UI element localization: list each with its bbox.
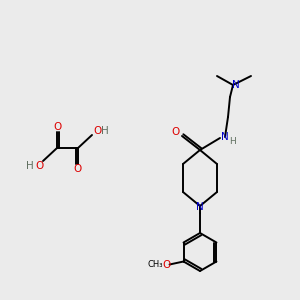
- Text: N: N: [221, 132, 229, 142]
- Text: CH₃: CH₃: [148, 260, 163, 269]
- Text: O: O: [35, 161, 43, 171]
- Text: N: N: [232, 80, 240, 90]
- Text: O: O: [74, 164, 82, 174]
- Text: H: H: [229, 136, 236, 146]
- Text: N: N: [196, 202, 204, 212]
- Text: H: H: [101, 126, 109, 136]
- Text: O: O: [162, 260, 171, 269]
- Text: O: O: [172, 127, 180, 137]
- Text: H: H: [26, 161, 34, 171]
- Text: O: O: [93, 126, 101, 136]
- Text: O: O: [53, 122, 61, 132]
